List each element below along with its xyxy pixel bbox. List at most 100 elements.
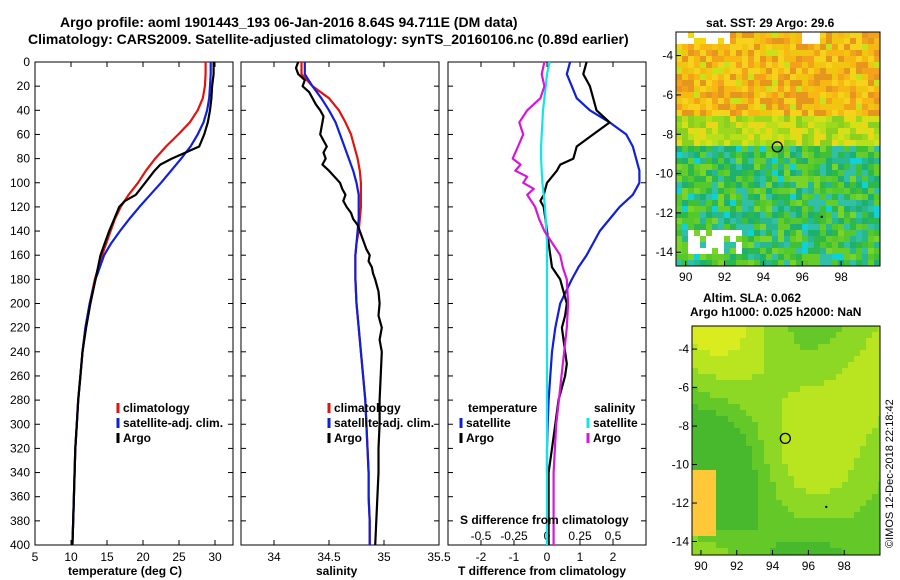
sst-map-cell (832, 68, 839, 75)
sst-map-cell (682, 68, 689, 75)
sla-map-cell (854, 428, 861, 435)
sla-map-cell (692, 536, 699, 543)
sla-map-cell (764, 440, 771, 447)
sst-map-cell (802, 92, 809, 99)
sst-map-cell (838, 206, 845, 213)
sla-map-cell (824, 518, 831, 525)
sla-map-cell (812, 398, 819, 405)
sla-map-cell (758, 470, 765, 477)
sst-map-cell (724, 146, 731, 153)
sla-map-cell (722, 512, 729, 519)
sla-map-cell (830, 482, 837, 489)
sla-map-cell (758, 356, 765, 363)
sst-map-cell (790, 116, 797, 123)
sst-map-cell (676, 254, 683, 261)
sst-map-cell (856, 158, 863, 165)
sst-map-cell (850, 260, 857, 266)
sla-map-cell (716, 416, 723, 423)
sst-map-cell (754, 62, 761, 69)
sst-map-cell (874, 188, 880, 195)
sst-map-cell (844, 98, 851, 105)
sst-map-cell (850, 158, 857, 165)
sla-map-cell (800, 398, 807, 405)
sla-map-cell (860, 416, 867, 423)
sla-map-cell (842, 338, 849, 345)
sla-map-cell (716, 392, 723, 399)
sla-map-cell (872, 344, 879, 351)
sla-map-cell (776, 410, 783, 417)
difference-series-s-satellite (539, 61, 551, 545)
sst-map-cell (742, 188, 749, 195)
sla-map-cell (734, 332, 741, 339)
sst-map-cell (724, 98, 731, 105)
sst-map-cell (874, 74, 880, 81)
sst-map-cell (694, 68, 701, 75)
sst-map-cell (844, 176, 851, 183)
sst-map-cell (694, 176, 701, 183)
sst-map-cell (820, 248, 827, 255)
sla-map-cell (770, 326, 777, 333)
sla-map-cell (794, 362, 801, 369)
sla-map-cell (728, 524, 735, 531)
sla-map-cell (872, 368, 879, 375)
sst-map-cell (688, 158, 695, 165)
sla-map-cell (794, 368, 801, 375)
sst-map-cell (796, 212, 803, 219)
sla-map-cell (782, 344, 789, 351)
salinity-series-1 (303, 62, 371, 545)
sla-map-cell (824, 506, 831, 513)
sla-map-cell (692, 506, 699, 513)
sst-map-cell (688, 236, 695, 243)
sst-map-cell (808, 152, 815, 159)
sst-map-cell (814, 164, 821, 171)
sst-map-cell (796, 140, 803, 147)
sla-map-cell (728, 404, 735, 411)
sst-map-cell (754, 32, 761, 39)
sla-map-cell (842, 344, 849, 351)
sst-map-cell (748, 104, 755, 111)
sla-map-cell (776, 536, 783, 543)
sla-map-cell (788, 470, 795, 477)
sst-map-cell (856, 254, 863, 261)
sla-map-cell (848, 332, 855, 339)
sst-map-cell (706, 92, 713, 99)
sla-map-cell (752, 542, 759, 549)
sla-map-cell (836, 542, 843, 549)
sla-map-cell (866, 482, 873, 489)
sst-map-cell (874, 146, 880, 153)
sla-map-cell (836, 434, 843, 441)
sst-map-cell (790, 158, 797, 165)
sst-map-cell (724, 260, 731, 266)
sst-map-cell (766, 104, 773, 111)
sst-map-cell (760, 134, 767, 141)
sst-map-cell (724, 86, 731, 93)
sla-map-cell (836, 332, 843, 339)
sla-map-cell (818, 332, 825, 339)
sst-map-cell (814, 206, 821, 213)
sst-map-cell (706, 260, 713, 266)
sla-map-cell (812, 446, 819, 453)
sst-map-cell (820, 212, 827, 219)
sla-map-cell (854, 488, 861, 495)
sst-map-cell (808, 182, 815, 189)
sst-map-cell (784, 176, 791, 183)
sla-map-cell (872, 530, 879, 537)
sla-map-xtick-label: 98 (838, 559, 852, 573)
sla-map-cell (710, 368, 717, 375)
sst-map-cell (802, 56, 809, 63)
sla-map-cell (782, 446, 789, 453)
sla-map-cell (758, 524, 765, 531)
sst-map-cell (808, 248, 815, 255)
sst-map-cell (850, 224, 857, 231)
sst-map-cell (784, 158, 791, 165)
sst-map-cell (850, 110, 857, 117)
sla-map-cell (722, 362, 729, 369)
sla-map-cell (872, 548, 879, 555)
sst-map-cell (700, 50, 707, 57)
sst-map-cell (718, 170, 725, 177)
sst-map-cell (820, 254, 827, 261)
sla-map-cell (878, 386, 880, 393)
sla-map-cell (770, 428, 777, 435)
sst-map-cell (784, 164, 791, 171)
sst-map-cell (868, 110, 875, 117)
